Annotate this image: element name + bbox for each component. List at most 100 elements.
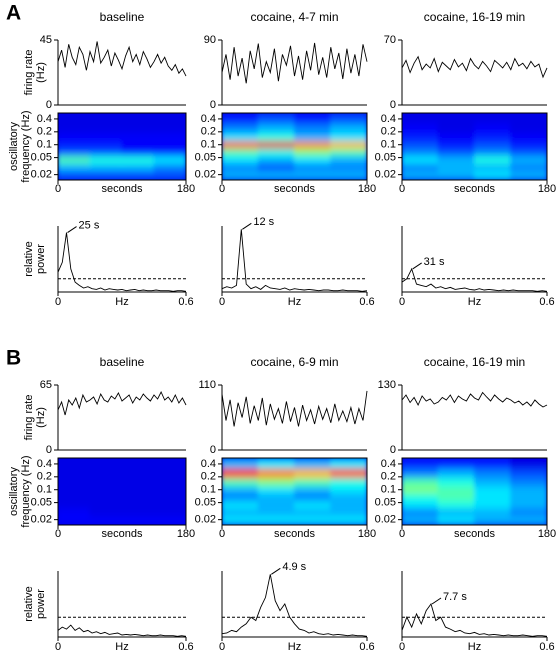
- spectrogram-cell: [402, 507, 439, 517]
- x-axis-label: Hz: [115, 296, 128, 308]
- spectrogram-cell: [330, 515, 367, 525]
- y-tick-label: 0.02: [31, 169, 52, 181]
- spectrogram-cell: [89, 154, 123, 164]
- spectrogram-cell: [257, 113, 295, 124]
- y-tick-label: 0: [390, 99, 396, 111]
- spectrogram-cell: [58, 162, 91, 172]
- y-tick-label: 90: [204, 34, 216, 46]
- spectrogram-cell: [474, 162, 512, 172]
- spectrogram-cell: [222, 499, 259, 509]
- spectrogram-cell: [121, 131, 155, 142]
- y-tick-label: 0.05: [375, 497, 396, 509]
- spectrogram-cell: [474, 122, 512, 133]
- spectrogram-cell: [121, 162, 155, 172]
- spectrogram-cell: [58, 113, 91, 124]
- y-tick-label: 0.4: [201, 458, 216, 470]
- spectrogram-cell: [89, 458, 123, 469]
- y-tick-label: 0.1: [37, 139, 52, 151]
- annotation: 4.9 s: [282, 561, 306, 573]
- spectrogram-cell: [510, 499, 547, 509]
- annotation-leader: [412, 262, 422, 270]
- spectrogram-cell: [257, 476, 295, 487]
- y-axis-label: relative: [23, 586, 35, 621]
- spectrogram-cell: [402, 476, 439, 487]
- spectrogram-cell: [222, 507, 259, 517]
- spectrogram-cell: [58, 485, 91, 494]
- y-tick-label: 0.2: [381, 126, 396, 138]
- power-spectrum: [401, 267, 548, 292]
- spectrogram-frame: [221, 112, 368, 181]
- spectrogram-cell: [121, 485, 155, 494]
- spectrogram-cell: [294, 140, 332, 149]
- spectrogram-cell: [510, 492, 547, 501]
- spectrogram-cell: [330, 170, 367, 180]
- spectrogram-cell: [153, 162, 186, 172]
- spectrogram-cell: [294, 476, 332, 487]
- x-axis-label: seconds: [102, 183, 143, 195]
- spectrogram-cell: [121, 467, 155, 478]
- spectrogram-cell: [257, 131, 295, 142]
- column-title: baseline: [100, 10, 145, 24]
- x-tick-label: 0: [399, 296, 405, 308]
- x-axis-label: Hz: [468, 296, 481, 308]
- x-tick-label: 0: [219, 528, 225, 540]
- spectrogram-cell: [510, 485, 547, 494]
- spectrogram-cell: [58, 140, 91, 149]
- x-tick-label: 0.6: [359, 296, 374, 308]
- y-axis-label: oscillatory: [8, 122, 20, 171]
- spectrogram-cell: [153, 485, 186, 494]
- y-axis-label: frequency (Hz): [20, 110, 32, 182]
- power-spectrum: [401, 602, 548, 637]
- y-tick-label: 0: [210, 444, 216, 456]
- x-tick-label: 0: [55, 296, 61, 308]
- spectrogram-cell: [474, 131, 512, 142]
- y-tick-label: 70: [384, 34, 396, 46]
- spectrogram-cell: [510, 122, 547, 133]
- spectrogram-cell: [121, 458, 155, 469]
- axis: [221, 40, 367, 106]
- column-title: cocaine, 16-19 min: [424, 355, 525, 369]
- y-axis-label: (Hz): [35, 62, 47, 83]
- spectrogram-cell: [437, 162, 475, 172]
- y-tick-label: 0.05: [31, 152, 52, 164]
- annotation: 25 s: [79, 220, 100, 232]
- axis: [221, 571, 367, 638]
- spectrogram-cell: [89, 113, 123, 124]
- spectrogram-cell: [121, 515, 155, 525]
- spectrogram-cell: [402, 131, 439, 142]
- spectrogram-cell: [437, 170, 475, 180]
- spectrogram-cell: [474, 507, 512, 517]
- spectrogram-cell: [89, 476, 123, 487]
- spectrogram-cell: [510, 113, 547, 124]
- spectrogram-cell: [330, 492, 367, 501]
- spectrogram-cell: [89, 147, 123, 156]
- spectrogram-cell: [257, 492, 295, 501]
- spectrogram-cell: [153, 147, 186, 156]
- spectrogram-cell: [257, 485, 295, 494]
- spectrogram-cell: [257, 458, 295, 469]
- spectrogram-cell: [222, 122, 259, 133]
- spectrogram-cell: [330, 131, 367, 142]
- annotation: 12 s: [253, 216, 274, 228]
- power-spectrum: [221, 574, 368, 637]
- spectrogram-cell: [510, 162, 547, 172]
- x-axis-label: seconds: [274, 183, 315, 195]
- spectrogram-cell: [294, 492, 332, 501]
- spectrogram-cells: [402, 458, 547, 525]
- spectrogram-cell: [89, 467, 123, 478]
- spectrogram-cell: [330, 485, 367, 494]
- axis: [401, 40, 547, 106]
- spectrogram-cell: [89, 122, 123, 133]
- y-tick-label: 0.2: [381, 471, 396, 483]
- spectrogram-frame: [57, 457, 187, 526]
- spectrogram-cell: [437, 113, 475, 124]
- spectrogram-cell: [153, 492, 186, 501]
- spectrogram-cell: [58, 507, 91, 517]
- spectrogram-cell: [153, 122, 186, 133]
- spectrogram-cell: [222, 131, 259, 142]
- spectrogram-cell: [153, 113, 186, 124]
- column-title: cocaine, 16-19 min: [424, 10, 525, 24]
- spectrogram-cell: [121, 476, 155, 487]
- spectrogram-cell: [58, 131, 91, 142]
